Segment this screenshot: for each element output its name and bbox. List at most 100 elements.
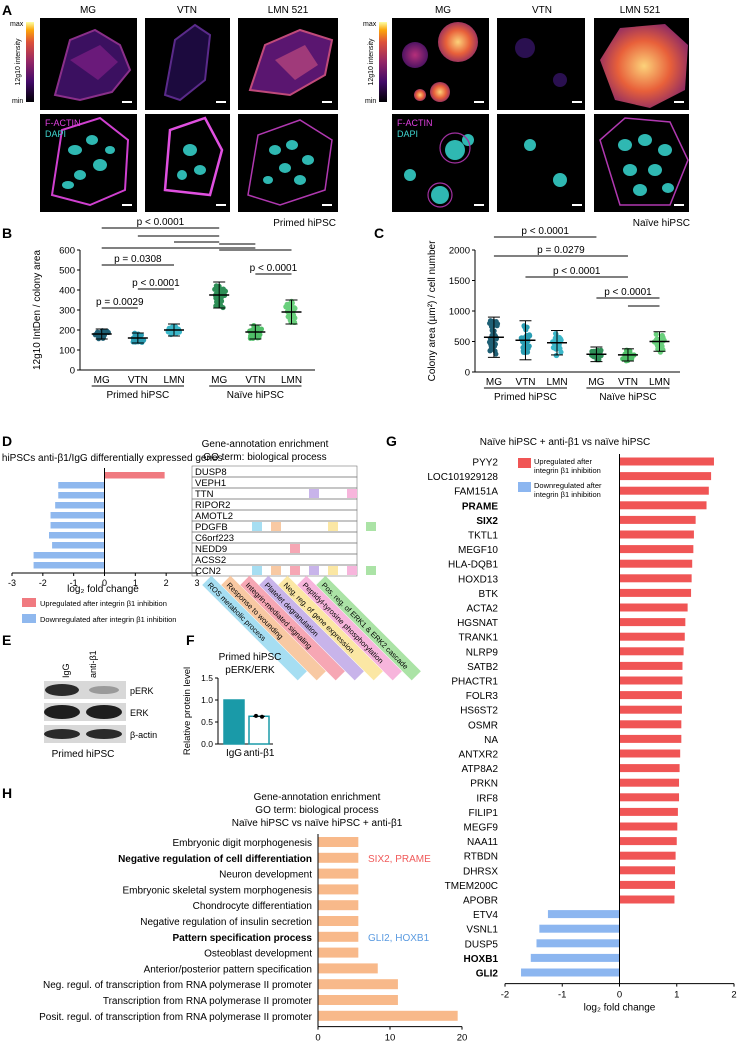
y-tick-label: 500 [454,337,470,348]
gene-label: MEGF10 [458,545,498,556]
colorbar-title: 12g10 intensity [15,38,22,86]
gene-label: FOLR3 [466,691,499,702]
naive-hipsc-label: Naïve hiPSC [633,218,690,229]
y-axis-label: Colony area (µm²) / cell number [427,240,438,381]
term-band [297,575,402,681]
y-tick-label: 2000 [449,246,470,257]
gene-label: TRANK1 [459,633,499,644]
y-tick-label: 1000 [449,307,470,318]
p-value-label: p < 0.0001 [521,226,569,237]
p-value-label: p < 0.0001 [553,266,601,277]
term-band [316,575,421,681]
gene-label: ATP8A2 [462,764,499,775]
term-cell [347,566,357,575]
lane-label-igg: IgG [61,663,71,678]
bar-up [619,530,694,539]
gene-label: RIPOR2 [195,500,230,511]
gene-label: BTK [479,589,499,600]
x-tick-label: -2 [39,578,47,588]
term-label: Posit. regul. of transcription from RNA … [39,1012,313,1023]
bar-up [104,472,165,479]
colorbar-title: 12g10 intensity [368,38,375,86]
bar-up [619,457,714,466]
gene-label: DUSP5 [465,939,499,950]
d-left-legend: Upregulated after integrin β1 inhibition… [22,598,176,624]
gene-label: AMOTL2 [195,511,233,522]
bar-up [619,545,694,554]
naive-col-mg: MG [435,5,451,16]
term-band [240,575,345,681]
gene-label: IRF8 [476,793,498,804]
term-cell [347,489,357,498]
primed-factin-dapi-images: F-ACTIN DAPI [40,114,338,212]
bar-up [619,807,678,816]
data-point [653,331,659,337]
colorbar-max-label: max [363,21,377,28]
bar-down [536,939,620,948]
x-tick-label: MG [211,375,227,386]
gene-label: RTBDN [464,852,498,863]
p-value-label: p = 0.0279 [537,245,585,256]
data-point [492,348,498,354]
y-tick-label: 600 [59,246,75,257]
term-label: Transcription from RNA polymerase II pro… [103,996,313,1007]
x-tick-label: IgG [226,748,242,759]
y-tick-label: 0 [70,366,75,377]
gene-label: HGSNAT [457,618,498,629]
gene-label: ACTA2 [467,604,499,615]
bar-down [58,482,105,489]
term-label: Neuron development [219,870,312,881]
p-value-label: p = 0.0308 [114,254,162,265]
bar [318,995,398,1005]
x-tick-label: -1 [70,578,78,588]
gene-label: NA [484,735,498,746]
d-left-title: Primed hiPSCs anti-β1/IgG differentially… [0,453,223,464]
legend-up-line1: Upregulated after [534,457,592,466]
bar-up [619,647,684,656]
lane-label-anti-b1: anti-β1 [88,650,98,678]
bar-down [33,562,105,569]
gene-label: VSNL1 [466,925,498,936]
data-point [657,349,663,355]
term-band [202,575,307,681]
d-left-title-line1: Primed hiPSCs anti-β1/IgG differentially… [0,453,223,464]
data-point [291,305,297,311]
primed-col-vtn: VTN [177,5,197,16]
data-point [494,323,500,329]
x-tick-label: LMN [163,375,184,386]
gene-label: CCN2 [195,566,221,577]
data-point [626,348,632,354]
x-tick-label: 3 [194,578,199,588]
data-point [657,342,663,348]
bar [318,868,359,879]
x-tick-label: MG [486,377,502,388]
bar [318,852,359,863]
bar [318,884,359,895]
x-tick-label: 2 [164,578,169,588]
panel-a-microscopy: MG VTN LMN 521 MG VTN LMN 521 max min 12… [10,5,690,229]
primed-stain-factin: F-ACTIN [45,118,81,128]
y-tick-label: 1.0 [201,695,213,705]
gene-label: HLA-DQB1 [448,560,498,571]
term-label: Neg. regul. of transcription from RNA po… [43,980,313,991]
gene-label: HS6ST2 [460,706,498,717]
gene-label: PRAME [462,501,498,512]
gene-label: SIX2 [476,516,498,527]
term-cell [290,566,300,575]
band-label-erk: ERK [130,708,149,718]
gene-label: DUSP8 [195,467,227,478]
gene-label: HOXB1 [464,954,499,965]
bar-up [619,778,680,787]
bar-up [619,588,692,597]
term-label: Chondrocyte differentiation [193,901,312,912]
blot-caption: Primed hiPSC [52,749,115,760]
gene-label: ACSS2 [195,555,226,566]
data-point [218,298,224,304]
bar-up [619,880,676,889]
panel-h-chart: Gene-annotation enrichment GO term: biolo… [39,792,467,1041]
d-legend-up: Upregulated after integrin β1 inhibition [40,599,167,608]
data-point [490,318,496,324]
p-value-label: p < 0.0001 [137,217,185,228]
data-point [487,348,493,354]
